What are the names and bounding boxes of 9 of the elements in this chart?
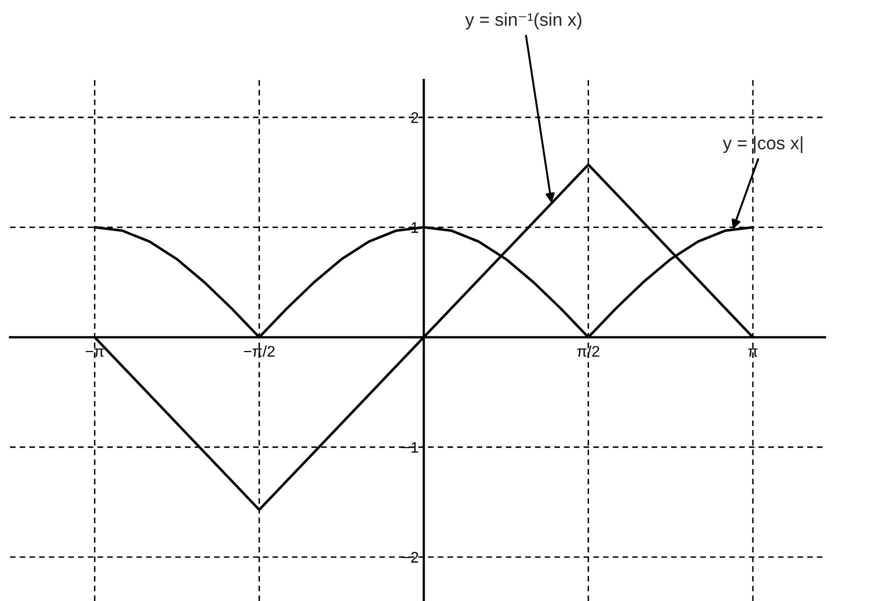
y-tick-label: −2 (402, 552, 418, 563)
x-tick-label: −π (86, 348, 104, 357)
y-tick-label: 2 (411, 112, 418, 123)
x-tick-label: −π/2 (244, 346, 275, 357)
x-tick-label: π (748, 348, 758, 357)
x-tick-label: π/2 (577, 346, 600, 357)
annotation: y = sin⁻¹(sin x) (465, 12, 582, 30)
y-tick-label: −1 (402, 442, 418, 453)
annotation: y = |cos x| (722, 136, 802, 154)
